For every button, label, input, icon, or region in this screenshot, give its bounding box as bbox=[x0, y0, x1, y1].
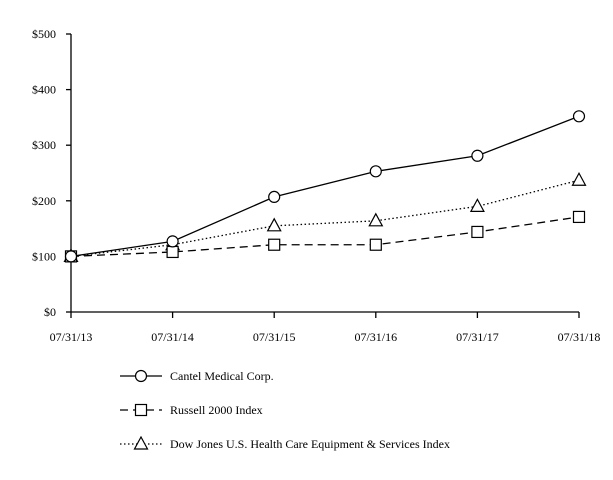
legend-item: Cantel Medical Corp. bbox=[120, 369, 274, 383]
y-tick-label: $100 bbox=[32, 249, 56, 263]
y-tick-label: $500 bbox=[32, 27, 56, 41]
data-point-circle bbox=[64, 250, 78, 263]
legend-item: Russell 2000 Index bbox=[120, 403, 263, 417]
legend-label: Cantel Medical Corp. bbox=[170, 369, 274, 383]
data-point-square bbox=[268, 238, 281, 251]
data-point-square bbox=[166, 245, 179, 259]
series-group bbox=[63, 110, 587, 263]
x-tick-label: 07/31/15 bbox=[253, 330, 296, 344]
data-point-square bbox=[369, 238, 382, 251]
y-tick-label: $0 bbox=[44, 305, 56, 319]
legend-marker-square bbox=[134, 403, 148, 417]
series-line bbox=[70, 216, 580, 258]
x-tick-label: 07/31/16 bbox=[354, 330, 397, 344]
y-axis-ticks: $0 $100 $200 $300 $400 $500 bbox=[32, 27, 71, 319]
legend-label: Dow Jones U.S. Health Care Equipment & S… bbox=[170, 437, 450, 451]
y-tick-label: $400 bbox=[32, 83, 56, 97]
data-point-circle bbox=[166, 235, 179, 248]
legend-item: Dow Jones U.S. Health Care Equipment & S… bbox=[120, 435, 450, 451]
data-point-circle bbox=[471, 149, 484, 162]
x-tick-label: 07/31/14 bbox=[151, 330, 194, 344]
data-point-square bbox=[471, 225, 484, 239]
x-tick-label: 07/31/18 bbox=[558, 330, 601, 344]
legend: Cantel Medical Corp. Russell 2000 Index Do… bbox=[120, 369, 450, 451]
x-tick-label: 07/31/17 bbox=[456, 330, 499, 344]
series-triangle bbox=[63, 171, 587, 262]
data-point-circle bbox=[268, 190, 281, 204]
data-point-square bbox=[572, 210, 586, 224]
y-tick-label: $300 bbox=[32, 138, 56, 152]
legend-label: Russell 2000 Index bbox=[170, 403, 263, 417]
series-circle bbox=[64, 110, 586, 263]
data-point-triangle bbox=[266, 217, 282, 232]
legend-marker-circle bbox=[134, 369, 148, 383]
data-point-triangle bbox=[571, 171, 587, 186]
axes bbox=[70, 34, 579, 313]
series-square bbox=[64, 210, 586, 263]
data-point-triangle bbox=[469, 198, 485, 212]
series-line bbox=[70, 179, 580, 258]
data-point-triangle bbox=[368, 212, 384, 227]
y-tick-label: $200 bbox=[32, 194, 56, 208]
series-line bbox=[70, 115, 580, 258]
x-axis-ticks: 07/31/13 07/31/14 07/31/15 07/31/16 07/31/17… bbox=[50, 312, 601, 344]
data-point-circle bbox=[369, 165, 382, 178]
data-point-circle bbox=[572, 110, 586, 123]
x-tick-label: 07/31/13 bbox=[50, 330, 93, 344]
legend-marker-triangle bbox=[133, 435, 149, 450]
